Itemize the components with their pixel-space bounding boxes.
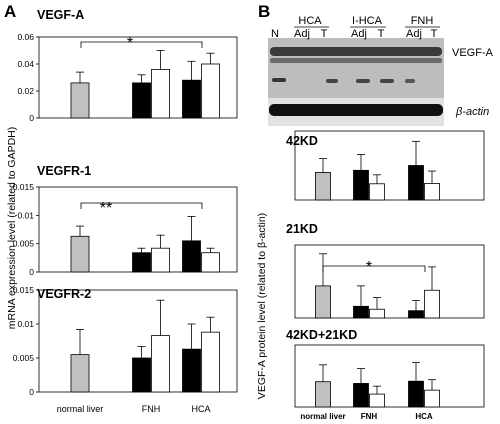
bar [70, 235, 90, 273]
plot-frame [294, 130, 485, 201]
bar [424, 389, 440, 408]
blot-group-fnh: FNH [411, 15, 434, 27]
lane-label-hca-adj: Adj [294, 28, 310, 40]
y-tick-label: 0.06 [17, 32, 34, 42]
bar [151, 335, 170, 393]
bar [182, 79, 201, 119]
chart-title: VEGFR-2 [37, 287, 91, 301]
y-tick-label: 0 [29, 387, 34, 397]
panel-a-letter: A [4, 2, 16, 21]
chart-title: 21KD [286, 222, 318, 236]
plot-frame [294, 344, 485, 408]
band-21kd-3 [356, 79, 370, 83]
chart-0: VEGF-A 0 0.02 0.04 0.06 * [17, 8, 238, 123]
bar [315, 171, 331, 201]
chart-title: 42KD [286, 134, 318, 148]
lane-label-fnh-adj: Adj [406, 28, 422, 40]
significance-marker: * [127, 35, 133, 52]
chart-title: VEGFR-1 [37, 164, 91, 178]
bar [182, 348, 201, 393]
bar [353, 383, 369, 408]
category-label: FNH [361, 412, 378, 421]
bar [353, 169, 369, 201]
bar [151, 69, 170, 119]
y-tick-label: 0.005 [13, 239, 35, 249]
significance-bracket [322, 265, 426, 272]
chart-title: VEGF-A [37, 8, 84, 22]
blot-group-ihca: I-HCA [352, 15, 383, 27]
bar [315, 381, 331, 408]
actin-band [269, 104, 443, 116]
bar [353, 305, 369, 319]
vegfa-upper-band [270, 47, 442, 56]
vegfa-lower-band [270, 58, 442, 63]
band-label-actin: β-actin [455, 106, 489, 118]
category-label: HCA [415, 412, 433, 421]
lane-label-n: N [271, 28, 279, 40]
y-tick-label: 0.02 [17, 86, 34, 96]
bar [182, 240, 201, 273]
bar [70, 82, 90, 119]
bar [70, 354, 90, 393]
western-blot: HCA I-HCA FNH N Adj T Adj T Adj T VEGF-A… [268, 15, 494, 126]
band-21kd-4 [380, 79, 394, 83]
band-21kd-5 [405, 79, 415, 83]
y-tick-label: 0.015 [13, 182, 35, 192]
category-label: normal liver [300, 412, 345, 421]
lane-label-hca-t: T [321, 28, 328, 40]
bar [201, 252, 220, 273]
bar [132, 82, 151, 119]
panel-a-ylabel: mRNA expression level (related to GAPDH) [6, 127, 18, 330]
bar [408, 310, 424, 319]
chart-2: VEGFR-2 0 0.005 0.01 0.015 normal liver FNH HCA [13, 285, 238, 414]
y-tick-label: 0.01 [17, 319, 34, 329]
band-21kd-1 [272, 78, 286, 82]
bar [201, 63, 220, 119]
blot-group-hca: HCA [298, 15, 322, 27]
panel-b-letter: B [258, 2, 270, 21]
plot-frame [294, 244, 485, 319]
lane-label-ihca-t: T [378, 28, 385, 40]
significance-bracket [80, 202, 203, 209]
y-tick-label: 0.005 [13, 353, 35, 363]
category-label: HCA [191, 404, 210, 414]
bar [369, 393, 385, 408]
y-tick-label: 0.01 [17, 210, 34, 220]
chart-4: 21KD * [286, 222, 485, 319]
bar [315, 285, 331, 319]
category-label: FNH [142, 404, 161, 414]
bar [408, 165, 424, 201]
panel-b-ylabel: VEGF-A protein level (related to β-actin… [256, 213, 268, 399]
significance-bracket [80, 41, 203, 48]
chart-5: 42KD+21KD normal liver FNH HCA [286, 328, 485, 421]
band-label-vegfa: VEGF-A [452, 47, 494, 59]
category-label: normal liver [57, 404, 104, 414]
y-tick-label: 0 [29, 267, 34, 277]
significance-marker: * [366, 259, 372, 276]
bar [369, 183, 385, 201]
lane-label-ihca-adj: Adj [351, 28, 367, 40]
bar [369, 308, 385, 319]
significance-marker: ** [100, 200, 112, 217]
chart-3: 42KD [286, 130, 485, 201]
y-tick-label: 0.04 [17, 59, 34, 69]
bar [132, 252, 151, 273]
y-tick-label: 0 [29, 113, 34, 123]
bar [201, 331, 220, 393]
chart-1: VEGFR-1 0 0.005 0.01 0.015 ** [13, 164, 238, 277]
bar [424, 289, 440, 319]
chart-title: 42KD+21KD [286, 328, 357, 342]
bar [151, 247, 170, 273]
bar [408, 380, 424, 408]
bar [132, 357, 151, 393]
band-21kd-2 [326, 79, 338, 83]
y-tick-label: 0.015 [13, 285, 35, 295]
bar-charts: VEGF-A 0 0.02 0.04 0.06 * VEGFR-1 0 0.005 0.01 0.0… [13, 8, 485, 421]
bar [424, 183, 440, 201]
lane-label-fnh-t: T [431, 28, 438, 40]
